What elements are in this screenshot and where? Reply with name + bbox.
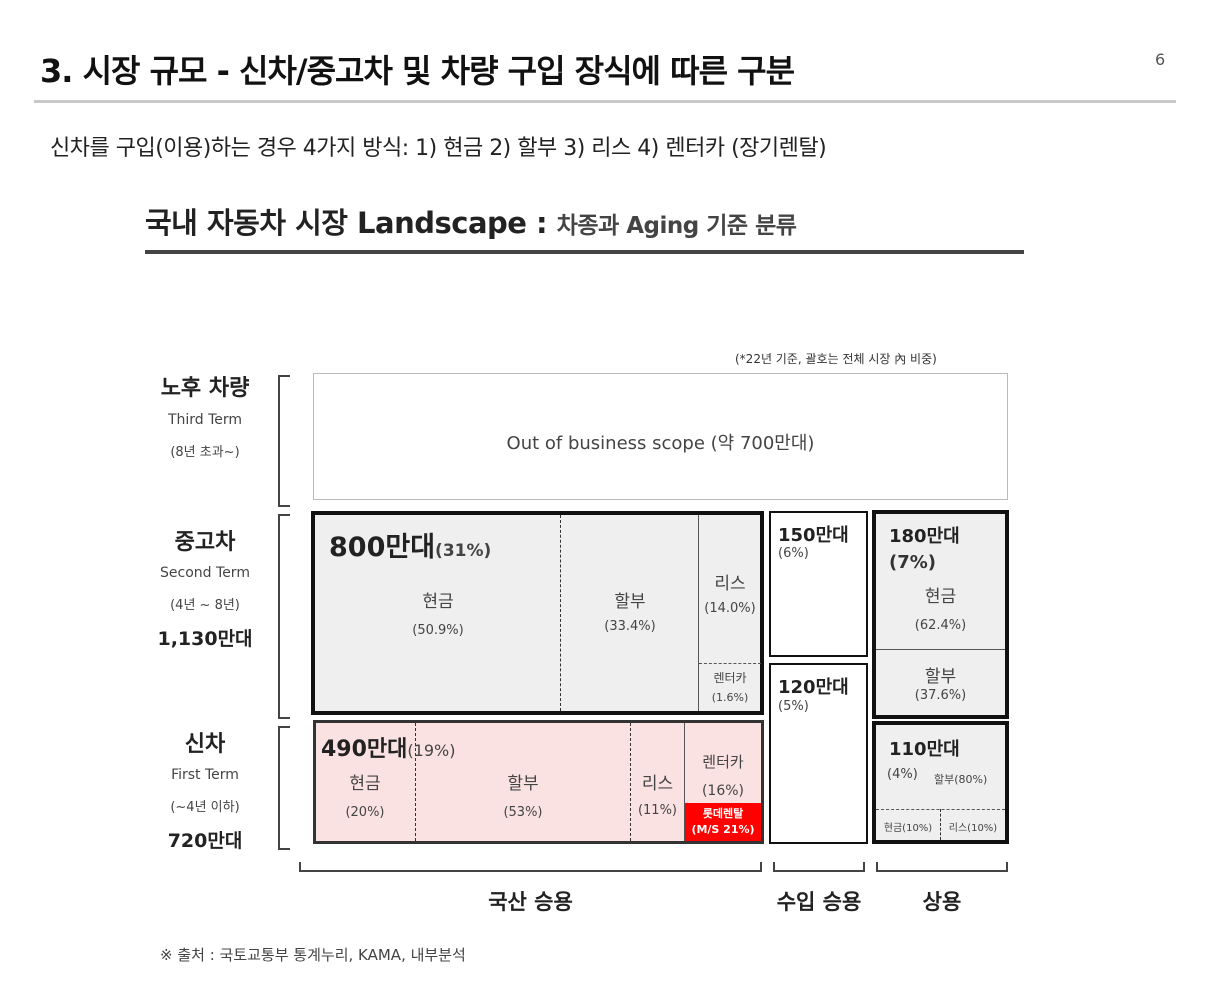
base-note: (*22년 기준, 괄호는 전체 시장 內 비중) (735, 352, 937, 366)
new-rent-pct: (16%) (701, 783, 745, 799)
heading-divider (145, 250, 1024, 254)
used-commercial-volume: 180만대 (889, 526, 960, 547)
used-cash-pct: (50.9%) (412, 623, 464, 638)
used-lease-rent-divider (699, 663, 761, 664)
used-rent-pct: (1.6%) (711, 691, 749, 704)
new-domestic-share: (19%) (407, 741, 456, 760)
new-domestic-volume: 490만대 (321, 737, 408, 762)
bracket-old (278, 375, 290, 507)
new-lease-label: 리스 (641, 774, 674, 794)
new-divider-1 (415, 723, 416, 841)
title-divider (34, 100, 1176, 103)
comm-used-install-pct: (37.6%) (914, 688, 967, 703)
used-domestic-volume: 800만대 (329, 532, 436, 563)
page-number: 6 (1155, 50, 1166, 69)
slide-title: 3. 시장 규모 - 신차/중고차 및 차량 구입 장식에 따른 구분 (40, 52, 795, 90)
category-commercial: 상용 (922, 890, 962, 914)
used-import-volume: 150만대 (778, 525, 849, 546)
new-domestic-box: 490만대(19%) 현금 (20%) 할부 (53%) 리스 (11%) 렌터… (313, 720, 764, 844)
new-commercial-volume: 110만대 (889, 739, 960, 760)
new-import-share: (5%) (778, 699, 809, 714)
new-install-pct: (53%) (503, 805, 543, 820)
new-commercial-divider-v (940, 809, 941, 840)
row-title-new: 신차 (184, 732, 226, 757)
new-lease-pct: (11%) (637, 803, 678, 818)
row-range-new: (~4년 이하) (170, 800, 240, 815)
used-import-share: (6%) (778, 546, 809, 561)
row-en-old: Third Term (167, 412, 243, 428)
row-total-used: 1,130만대 (157, 628, 253, 650)
chart-heading-sub: 차종과 Aging 기준 분류 (556, 213, 797, 239)
bracket-new (278, 726, 290, 850)
used-divider-1 (560, 515, 561, 711)
used-install-pct: (33.4%) (604, 619, 656, 634)
lotte-rental-ms: (M/S 21%) (691, 823, 755, 836)
new-divider-2 (630, 723, 631, 841)
new-commercial-share: (4%) (887, 767, 918, 782)
comm-used-divider (876, 649, 1005, 650)
used-import-box: 150만대 (6%) (769, 511, 868, 657)
new-cash-pct: (20%) (345, 805, 385, 820)
new-divider-3 (684, 723, 685, 841)
new-domestic-total: 490만대(19%) (321, 731, 455, 763)
used-divider-2 (698, 515, 699, 711)
used-lease-label: 리스 (714, 574, 746, 594)
new-commercial-cash: 현금(10%) (883, 823, 933, 834)
used-lease-pct: (14.0%) (704, 601, 756, 616)
row-range-used: (4년 ~ 8년) (170, 598, 240, 613)
used-domestic-share: (31%) (435, 541, 492, 561)
new-install-label: 할부 (507, 774, 539, 794)
row-title-used: 중고차 (174, 530, 236, 555)
chart-heading-main: 국내 자동차 시장 Landscape : (145, 206, 548, 240)
row-total-new: 720만대 (167, 830, 243, 852)
lotte-rental-label: 롯데렌탈 (702, 807, 744, 820)
comm-used-cash-pct: (62.4%) (914, 618, 967, 633)
row-range-old: (8년 초과~) (170, 445, 240, 460)
used-domestic-box: 800만대(31%) 현금 (50.9%) 할부 (33.4%) 리스 (14.… (311, 511, 764, 715)
old-vehicle-box: Out of business scope (약 700만대) (313, 373, 1008, 500)
out-of-scope-label: Out of business scope (약 700만대) (506, 433, 815, 454)
new-import-volume: 120만대 (778, 677, 849, 698)
lotte-rental-highlight: 롯데렌탈 (M/S 21%) (685, 803, 761, 841)
used-commercial-box: 180만대 (7%) 현금 (62.4%) 할부 (37.6%) (872, 510, 1009, 719)
row-en-new: First Term (171, 767, 239, 783)
new-commercial-lease: 리스(10%) (948, 823, 998, 834)
new-import-box: 120만대 (5%) (769, 663, 868, 844)
row-en-used: Second Term (160, 565, 250, 581)
slide-subtitle: 신차를 구입(이용)하는 경우 4가지 방식: 1) 현금 2) 할부 3) 리… (50, 136, 827, 161)
row-title-old: 노후 차량 (160, 376, 250, 401)
comm-used-cash-label: 현금 (924, 587, 957, 607)
new-cash-label: 현금 (349, 774, 381, 794)
used-cash-label: 현금 (422, 592, 454, 612)
used-domestic-total: 800만대(31%) (329, 525, 491, 564)
used-commercial-share: (7%) (889, 552, 937, 573)
comm-used-install-label: 할부 (924, 667, 957, 687)
bracket-commercial (876, 862, 1008, 872)
new-commercial-box: 110만대 (4%) 할부(80%) 현금(10%) 리스(10%) (872, 721, 1009, 844)
new-commercial-install: 할부(80%) (934, 773, 988, 786)
bracket-import (773, 862, 865, 872)
category-domestic: 국산 승용 (488, 890, 573, 914)
used-rent-label: 렌터카 (713, 671, 747, 685)
bracket-used (278, 514, 290, 719)
chart-heading: 국내 자동차 시장 Landscape : 차종과 Aging 기준 분류 (145, 200, 797, 242)
new-rent-label: 렌터카 (702, 753, 744, 771)
bracket-domestic (299, 862, 762, 872)
source-note: ※ 출처 : 국토교통부 통계누리, KAMA, 내부분석 (160, 946, 466, 964)
category-import: 수입 승용 (776, 890, 862, 914)
used-install-label: 할부 (614, 592, 646, 612)
